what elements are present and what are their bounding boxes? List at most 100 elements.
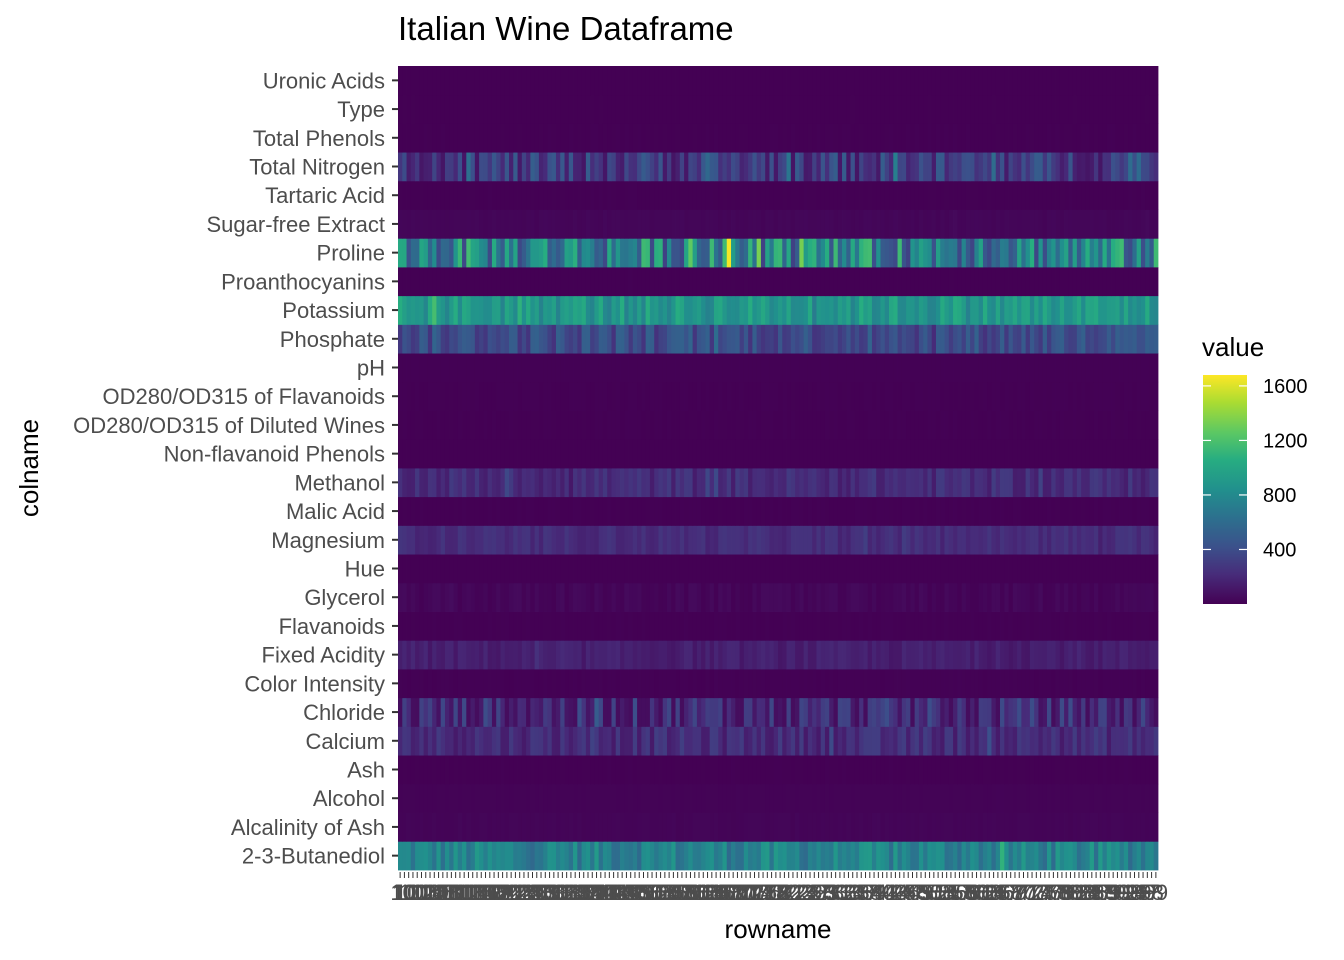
- heatmap-cell: [410, 496, 416, 526]
- heatmap-cell: [1098, 180, 1103, 210]
- heatmap-cell: [812, 295, 817, 325]
- heatmap-cell: [1000, 496, 1005, 526]
- heatmap-cell: [479, 611, 484, 641]
- heatmap-cell: [935, 381, 941, 411]
- heatmap-cell: [735, 238, 740, 268]
- heatmap-cell: [666, 611, 672, 641]
- heatmap-cell: [850, 152, 856, 182]
- heatmap-cell: [534, 468, 540, 498]
- heatmap-cell: [1140, 726, 1146, 756]
- heatmap-cell: [402, 152, 407, 182]
- heatmap-cell: [901, 209, 907, 239]
- heatmap-cell: [833, 554, 839, 584]
- heatmap-cell: [850, 812, 856, 842]
- heatmap-cell: [1153, 66, 1159, 96]
- heatmap-cell: [893, 525, 898, 555]
- heatmap-cell: [965, 611, 971, 641]
- heatmap-cell: [957, 209, 962, 239]
- heatmap-cell: [871, 841, 877, 871]
- heatmap-cell: [573, 123, 578, 153]
- heatmap-cell: [829, 238, 834, 268]
- heatmap-cell: [1008, 180, 1014, 210]
- heatmap-cell: [944, 669, 950, 699]
- heatmap-cell: [415, 783, 420, 813]
- heatmap-cell: [953, 66, 958, 96]
- heatmap-cell: [611, 468, 617, 498]
- heatmap-cell: [594, 267, 600, 297]
- heatmap-cell: [829, 152, 834, 182]
- heatmap-cell: [1059, 611, 1065, 641]
- heatmap-cell: [470, 123, 476, 153]
- heatmap-cell: [957, 94, 962, 124]
- heatmap-cell: [457, 180, 463, 210]
- heatmap-cell: [982, 697, 988, 727]
- heatmap-cell: [406, 295, 412, 325]
- heatmap-cell: [440, 295, 446, 325]
- heatmap-cell: [1136, 209, 1142, 239]
- heatmap-cell: [415, 238, 420, 268]
- heatmap-cell: [504, 324, 510, 354]
- heatmap-cell: [509, 841, 514, 871]
- heatmap-cell: [1128, 554, 1133, 584]
- heatmap-cell: [423, 496, 429, 526]
- heatmap-cell: [880, 812, 886, 842]
- heatmap-cell: [1059, 410, 1065, 440]
- heatmap-cell: [974, 697, 980, 727]
- heatmap-cell: [645, 152, 651, 182]
- heatmap-cell: [1085, 381, 1091, 411]
- heatmap-cell: [432, 295, 437, 325]
- heatmap-cell: [1102, 324, 1108, 354]
- heatmap-cell: [1089, 525, 1095, 555]
- heatmap-cell: [829, 94, 834, 124]
- heatmap-cell: [816, 496, 822, 526]
- heatmap-cell: [1119, 783, 1125, 813]
- heatmap-cell: [1004, 180, 1009, 210]
- heatmap-cell: [654, 841, 659, 871]
- heatmap-cell: [513, 410, 518, 440]
- heatmap-cell: [987, 697, 992, 727]
- heatmap-cell: [970, 324, 975, 354]
- heatmap-cell: [1046, 783, 1052, 813]
- heatmap-cell: [573, 324, 578, 354]
- heatmap-cell: [500, 94, 506, 124]
- heatmap-cell: [1145, 410, 1150, 440]
- heatmap-cell: [615, 123, 621, 153]
- heatmap-cell: [1106, 209, 1112, 239]
- heatmap-cell: [701, 324, 706, 354]
- heatmap-cell: [1106, 381, 1112, 411]
- heatmap-cell: [1149, 525, 1155, 555]
- heatmap-cell: [1111, 669, 1116, 699]
- heatmap-cell: [1046, 123, 1052, 153]
- heatmap-cell: [982, 755, 988, 785]
- heatmap-cell: [1128, 123, 1133, 153]
- heatmap-cell: [500, 582, 506, 612]
- heatmap-cell: [568, 640, 574, 670]
- heatmap-cell: [1072, 697, 1078, 727]
- heatmap-cell: [786, 439, 792, 469]
- heatmap-cell: [649, 324, 655, 354]
- heatmap-cell: [752, 468, 758, 498]
- heatmap-cell: [551, 611, 557, 641]
- heatmap-cell: [538, 783, 544, 813]
- heatmap-cell: [440, 152, 446, 182]
- heatmap-cell: [773, 267, 779, 297]
- heatmap-cell: [1034, 94, 1039, 124]
- heatmap-cell: [462, 267, 467, 297]
- heatmap-cell: [948, 582, 954, 612]
- heatmap-cell: [696, 152, 702, 182]
- heatmap-cell: [620, 525, 625, 555]
- heatmap-cell: [940, 640, 945, 670]
- heatmap-cell: [799, 726, 805, 756]
- heatmap-cell: [854, 410, 860, 440]
- heatmap-cell: [500, 669, 506, 699]
- heatmap-cell: [509, 726, 514, 756]
- heatmap-cell: [1038, 324, 1044, 354]
- heatmap-cell: [1119, 611, 1125, 641]
- heatmap-cell: [748, 238, 753, 268]
- heatmap-cell: [935, 496, 941, 526]
- heatmap-cell: [731, 410, 736, 440]
- heatmap-cell: [491, 180, 497, 210]
- heatmap-cell: [978, 841, 984, 871]
- heatmap-cell: [649, 152, 655, 182]
- heatmap-cell: [953, 209, 958, 239]
